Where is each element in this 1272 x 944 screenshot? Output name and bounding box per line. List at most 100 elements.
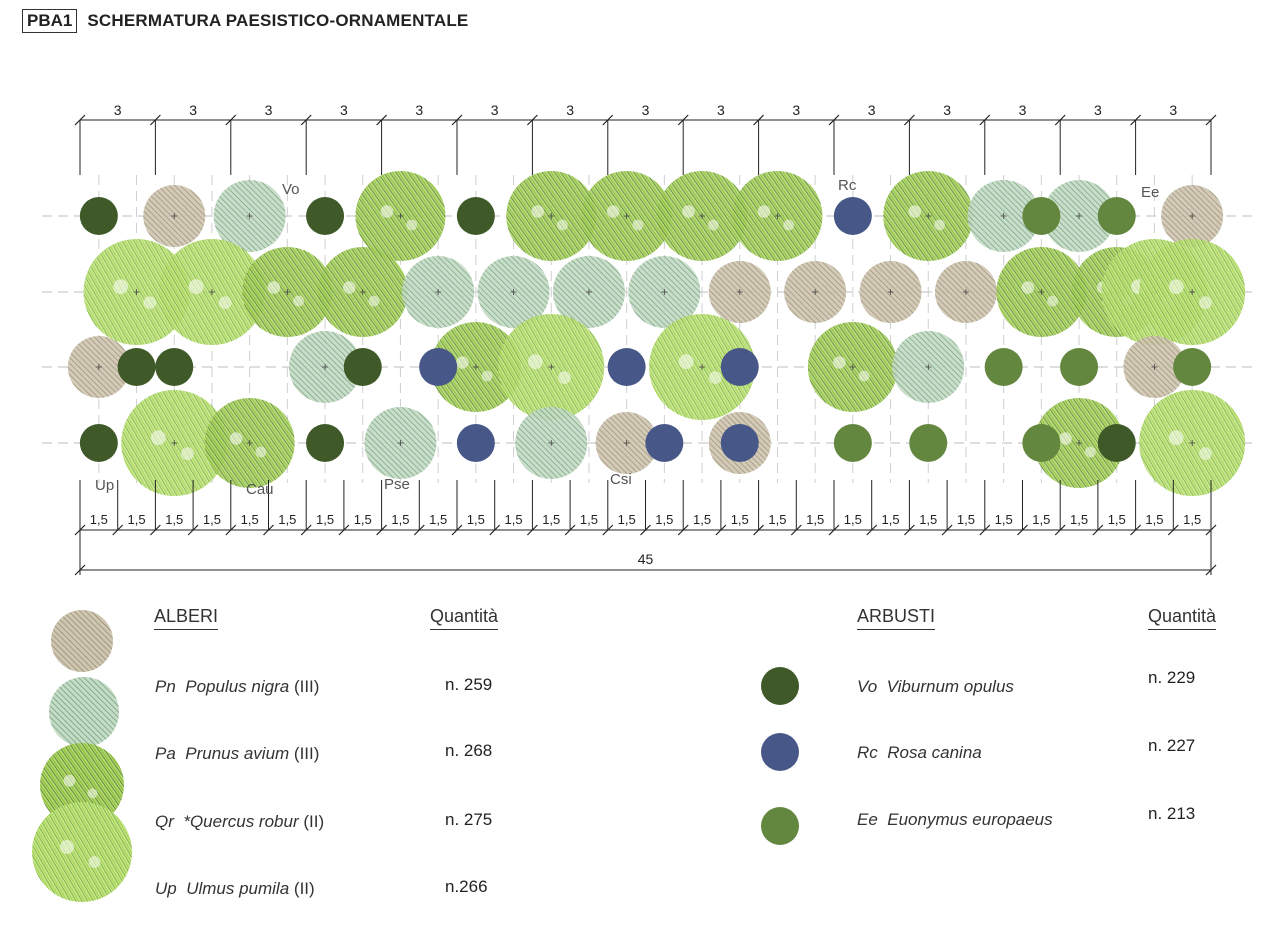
- bottom-dimension-label: 1,5: [391, 512, 409, 527]
- quercus-canopy-icon: [430, 322, 521, 412]
- quercus-canopy-icon: [204, 398, 295, 488]
- poplar-canopy-icon: [859, 261, 922, 323]
- bottom-dimension-label: 1,5: [995, 512, 1013, 527]
- quercus-canopy-icon: [996, 247, 1087, 337]
- bottom-dimension-label: 1,5: [731, 512, 749, 527]
- quercus-canopy-icon: [883, 171, 974, 261]
- bottom-dimension-label: 1,5: [505, 512, 523, 527]
- top-dimension-label: 3: [340, 102, 348, 118]
- qty-populus: n. 259: [445, 675, 493, 694]
- legend-item-quercus: Qr *Quercus robur (II): [155, 812, 325, 831]
- plan-label-cau: Cau: [246, 481, 274, 498]
- quercus-canopy-icon: [581, 171, 672, 261]
- poplar-canopy-legend-icon: [51, 610, 113, 672]
- alberi-header: ALBERI: [154, 606, 219, 630]
- quercus-canopy-icon: [506, 171, 597, 261]
- dimension-tick: [74, 564, 86, 576]
- bottom-dimension-label: 1,5: [768, 512, 786, 527]
- euonymus-shrub-legend-icon: [761, 807, 799, 845]
- quercus-canopy-icon: [657, 171, 748, 261]
- euonymus-shrub-icon: [833, 424, 872, 462]
- viburnum-shrub-icon: [79, 424, 118, 462]
- rosa-shrub-icon: [456, 424, 495, 462]
- prunus-canopy-icon: [402, 256, 475, 328]
- bottom-dimension-label: 1,5: [203, 512, 221, 527]
- top-dimension-label: 3: [792, 102, 800, 118]
- quercus-canopy-icon: [355, 171, 446, 261]
- top-dimension-label: 3: [868, 102, 876, 118]
- plan-label-csi: Csi: [610, 471, 632, 488]
- prunus-canopy-icon: [892, 331, 965, 403]
- prunus-canopy-icon: [552, 256, 625, 328]
- qty-ulmus: n.266: [445, 877, 488, 896]
- euonymus-shrub-icon: [984, 348, 1023, 386]
- top-dimension-label: 3: [1169, 102, 1177, 118]
- ulmus-canopy-icon: [498, 314, 605, 420]
- ulmus-canopy-icon: [1139, 390, 1246, 496]
- viburnum-shrub-icon: [343, 348, 382, 386]
- bottom-dimension-label: 1,5: [1145, 512, 1163, 527]
- qty-prunus: n. 268: [445, 741, 493, 760]
- plan-label-pse: Pse: [384, 476, 410, 493]
- drawing-code: PBA1: [22, 9, 78, 33]
- legend-item-ulmus: Up Ulmus pumila (II): [155, 879, 315, 898]
- euonymus-shrub-icon: [1097, 197, 1136, 235]
- rosa-shrub-icon: [419, 348, 458, 386]
- prunus-canopy-icon: [515, 407, 588, 479]
- viburnum-shrub-icon: [155, 348, 194, 386]
- poplar-canopy-icon: [67, 336, 130, 398]
- total-dimension-label: 45: [638, 551, 654, 567]
- legend-item-populus: Pn Populus nigra (III): [155, 677, 320, 696]
- bottom-dimension-label: 1,5: [1070, 512, 1088, 527]
- legend-item-euonymus: Ee Euonymus europaeus: [857, 810, 1053, 829]
- qty-rosa: n. 227: [1148, 736, 1196, 755]
- arbusti-qty-header: Quantità: [1148, 606, 1217, 630]
- bottom-dimension-label: 1,5: [429, 512, 447, 527]
- bottom-dimension-label: 1,5: [655, 512, 673, 527]
- viburnum-shrub-icon: [306, 424, 345, 462]
- dimension-tick: [1205, 564, 1217, 576]
- bottom-dimension-label: 1,5: [1183, 512, 1201, 527]
- viburnum-shrub-icon: [79, 197, 118, 235]
- top-dimension-label: 3: [114, 102, 122, 118]
- top-dimension-label: 3: [1094, 102, 1102, 118]
- viburnum-shrub-icon: [306, 197, 345, 235]
- bottom-dimension-label: 1,5: [241, 512, 259, 527]
- quercus-canopy-icon: [242, 247, 333, 337]
- bottom-dimension-label: 1,5: [165, 512, 183, 527]
- prunus-canopy-icon: [364, 407, 437, 479]
- rosa-shrub-icon: [720, 424, 759, 462]
- drawing-title: SCHERMATURA PAESISTICO-ORNAMENTALE: [87, 11, 469, 30]
- bottom-dimension-label: 1,5: [618, 512, 636, 527]
- quercus-canopy-icon: [317, 247, 408, 337]
- poplar-canopy-icon: [708, 261, 771, 323]
- prunus-canopy-icon: [289, 331, 362, 403]
- prunus-canopy-icon: [628, 256, 701, 328]
- prunus-canopy-icon: [213, 180, 286, 252]
- bottom-dimension-label: 1,5: [693, 512, 711, 527]
- ulmus-canopy-legend-icon: [32, 802, 132, 902]
- poplar-canopy-icon: [143, 185, 206, 247]
- ulmus-canopy-icon: [649, 314, 756, 420]
- top-dimension-label: 3: [1019, 102, 1027, 118]
- prunus-canopy-icon: [477, 256, 550, 328]
- ulmus-canopy-icon: [158, 239, 265, 345]
- rosa-shrub-icon: [720, 348, 759, 386]
- ulmus-canopy-icon: [121, 390, 228, 496]
- top-dimension-label: 3: [189, 102, 197, 118]
- prunus-canopy-icon: [1043, 180, 1116, 252]
- plan-label-vo: Vo: [282, 181, 300, 198]
- bottom-dimension-label: 1,5: [278, 512, 296, 527]
- euonymus-shrub-icon: [1022, 197, 1061, 235]
- bottom-dimension-label: 1,5: [844, 512, 862, 527]
- bottom-dimension-label: 1,5: [957, 512, 975, 527]
- rosa-shrub-icon: [607, 348, 646, 386]
- top-dimension-label: 3: [415, 102, 423, 118]
- bottom-dimension-label: 1,5: [882, 512, 900, 527]
- top-dimension-label: 3: [265, 102, 273, 118]
- bottom-dimension-label: 1,5: [90, 512, 108, 527]
- legend-item-prunus: Pa Prunus avium (III): [155, 744, 320, 763]
- bottom-dimension-label: 1,5: [1032, 512, 1050, 527]
- euonymus-shrub-icon: [909, 424, 948, 462]
